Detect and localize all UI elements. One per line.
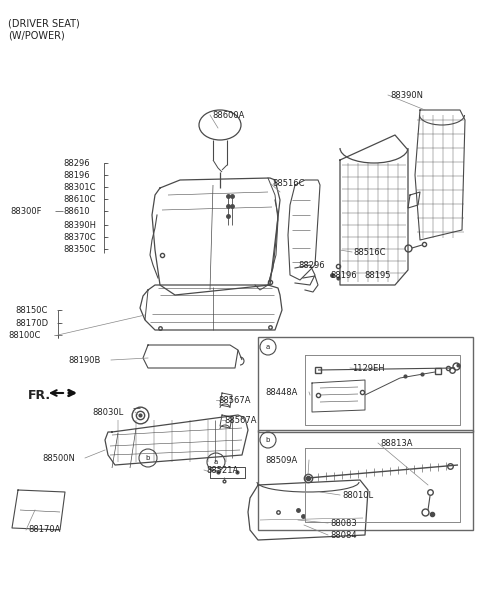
Text: 88448A: 88448A (265, 387, 298, 397)
Text: 1129EH: 1129EH (352, 363, 384, 373)
Text: 88100C: 88100C (8, 331, 40, 339)
Text: 88296: 88296 (63, 158, 90, 168)
Text: 88610: 88610 (63, 206, 90, 216)
Text: 88350C: 88350C (63, 245, 96, 254)
Text: 88610C: 88610C (63, 195, 96, 203)
Text: b: b (266, 437, 270, 443)
Text: 88196: 88196 (330, 270, 357, 280)
Text: 88296: 88296 (298, 261, 324, 270)
Text: b: b (146, 455, 150, 461)
Text: 88010L: 88010L (342, 490, 373, 500)
Text: a: a (214, 459, 218, 465)
Text: 88170D: 88170D (15, 318, 48, 328)
Text: 88567A: 88567A (218, 395, 251, 405)
Text: 88083: 88083 (330, 519, 357, 527)
Text: 88500N: 88500N (42, 453, 75, 463)
Text: 88390N: 88390N (390, 91, 423, 100)
Text: 88030L: 88030L (92, 408, 123, 416)
Text: 88509A: 88509A (265, 455, 297, 464)
Text: 88521A: 88521A (206, 466, 238, 474)
Text: 88813A: 88813A (380, 439, 412, 447)
Text: 88370C: 88370C (63, 232, 96, 241)
Text: 88516C: 88516C (272, 179, 304, 187)
Bar (258, 337, 473, 432)
Text: (W/POWER): (W/POWER) (8, 30, 65, 40)
Text: FR.: FR. (28, 389, 51, 402)
Text: 88195: 88195 (364, 270, 391, 280)
Text: 88600A: 88600A (212, 110, 244, 120)
Text: 88150C: 88150C (15, 306, 48, 315)
Text: 88170A: 88170A (28, 525, 60, 535)
Text: 88196: 88196 (63, 171, 90, 179)
Text: a: a (266, 344, 270, 350)
Text: 88190B: 88190B (68, 355, 100, 365)
Text: 88567A: 88567A (224, 416, 256, 424)
Text: 88516C: 88516C (353, 248, 385, 256)
Text: 88300F: 88300F (10, 206, 41, 216)
Bar (258, 430, 473, 530)
Text: 88390H: 88390H (63, 221, 96, 230)
Text: 88301C: 88301C (63, 182, 96, 192)
Text: 88084: 88084 (330, 530, 357, 540)
Text: (DRIVER SEAT): (DRIVER SEAT) (8, 18, 80, 28)
